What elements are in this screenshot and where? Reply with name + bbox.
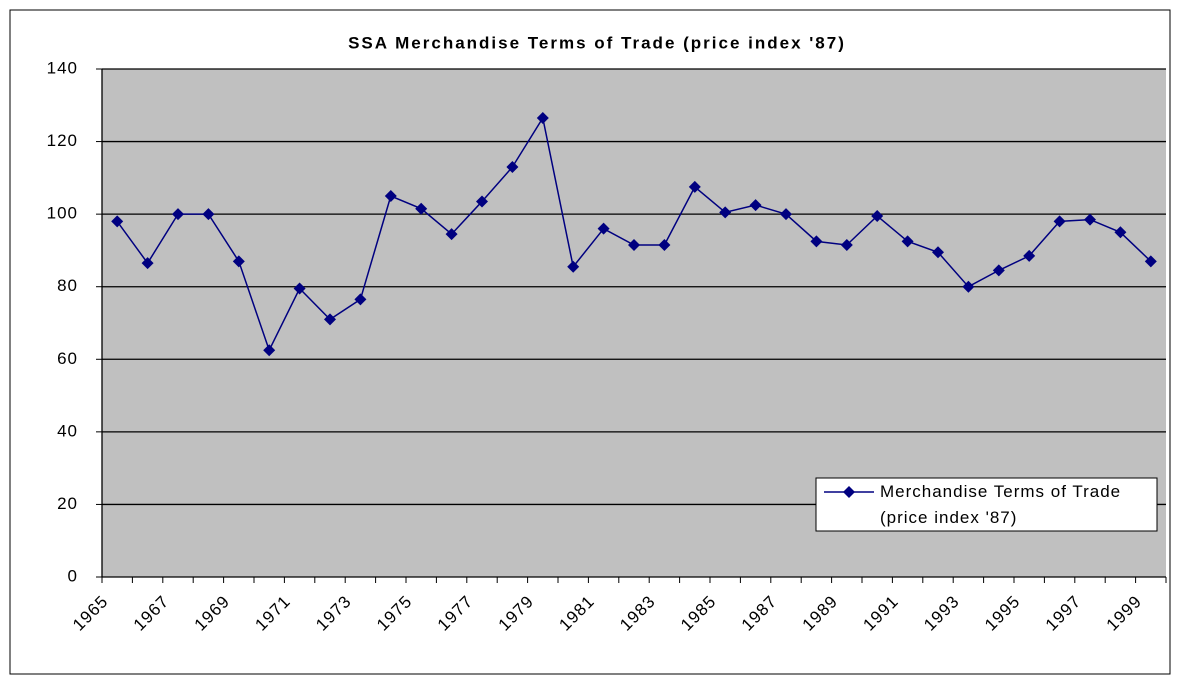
marker [232,255,245,268]
marker [901,235,914,248]
marker [354,293,367,306]
y-tick-label: 120 [47,131,78,150]
marker [840,238,853,251]
marker [263,344,276,357]
marker [1084,213,1096,226]
marker [810,235,823,248]
marker [384,190,397,202]
legend-marker [843,486,855,498]
chart-title: SSA Merchandise Terms of Trade (price in… [348,33,846,52]
y-tick-label: 0 [68,566,78,585]
legend-text: Merchandise Terms of Trade (price index … [880,482,1122,527]
marker [415,202,428,215]
marker [567,260,580,273]
y-tick-label: 40 [57,421,78,440]
marker [871,209,884,222]
marker [445,228,458,241]
marker [476,195,488,208]
marker [1114,226,1127,239]
marker [293,282,306,295]
marker [202,208,215,221]
marker [962,280,975,293]
marker [172,208,184,221]
legend-label: Merchandise Terms of Trade (price index … [880,482,1122,527]
y-tick-label: 20 [57,494,78,513]
marker [1023,249,1036,262]
marker [1053,215,1066,228]
y-tick-label: 60 [57,349,78,368]
marker [932,246,944,259]
marker [992,264,1005,277]
marker [1144,255,1157,268]
marker [688,180,701,193]
y-tick-label: 140 [47,58,78,77]
marker [111,215,124,228]
legend-box [815,477,1158,532]
marker [536,111,549,124]
marker [506,160,519,173]
y-tick-label: 80 [57,276,78,295]
marker [324,313,336,326]
marker [141,257,154,270]
marker [780,208,792,221]
marker [749,199,762,212]
y-tick-label: 100 [47,204,78,223]
marker [628,238,640,251]
marker [658,238,671,251]
marker [719,206,732,219]
marker [597,222,610,235]
